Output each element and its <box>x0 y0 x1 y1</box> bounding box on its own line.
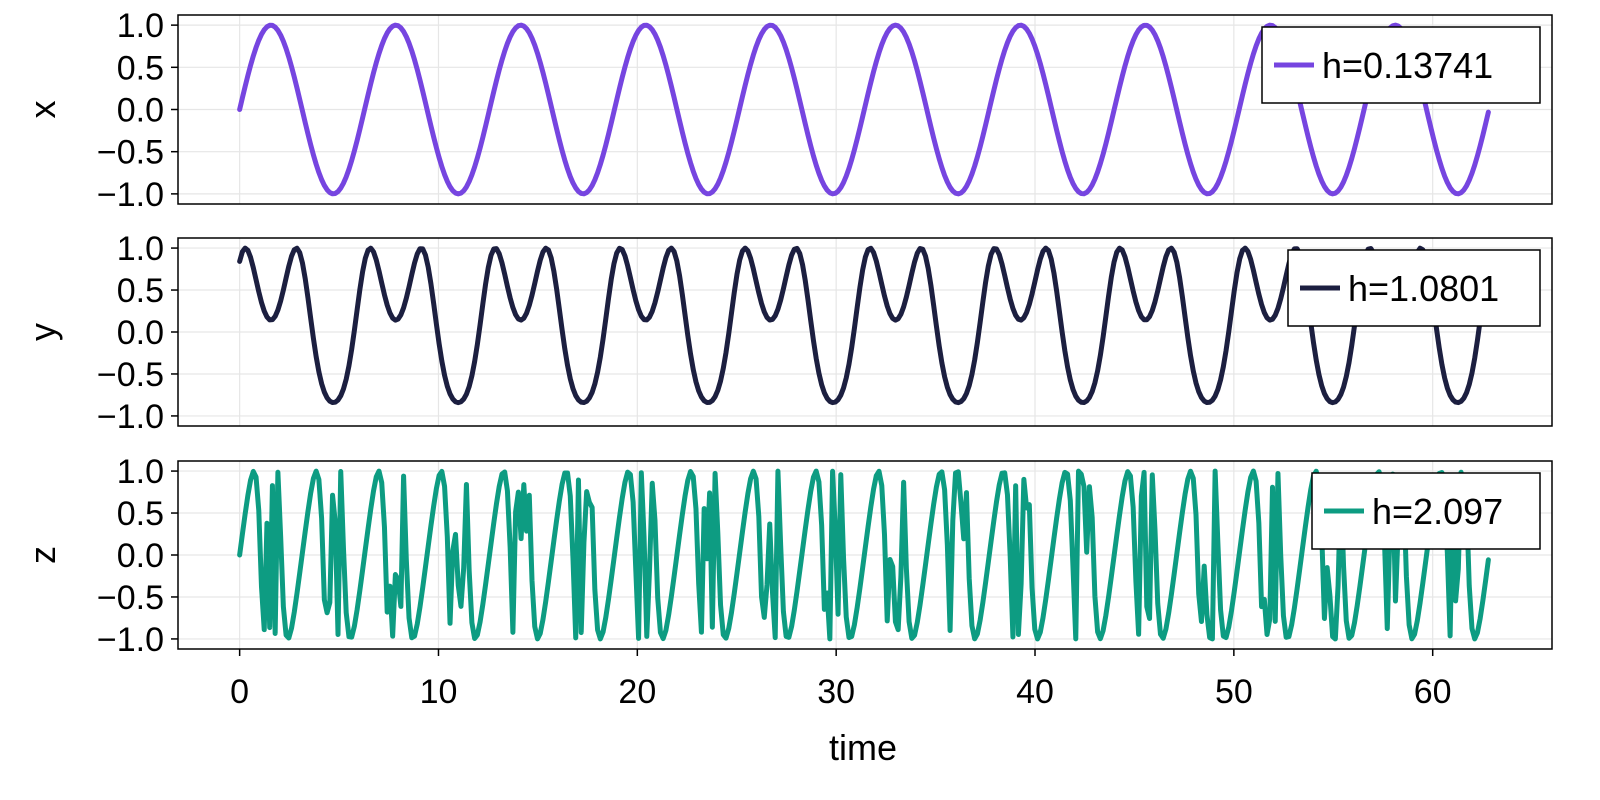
x-tick-label: 0 <box>230 673 249 711</box>
y-tick-label: 0.5 <box>117 495 164 533</box>
y-tick-label: −1.0 <box>97 398 164 436</box>
y-tick-label: −0.5 <box>97 356 164 394</box>
x-axis-label: time <box>829 727 897 768</box>
y-tick-label: −0.5 <box>97 134 164 172</box>
legend-entry: h=2.097 <box>1372 491 1503 532</box>
y-tick-label: −1.0 <box>97 621 164 659</box>
x-tick-label: 20 <box>618 673 656 711</box>
y-tick-label: 1.0 <box>117 230 164 268</box>
y-tick-label: 0.5 <box>117 49 164 87</box>
series-line-y <box>237 245 1491 406</box>
y-tick-label: −0.5 <box>97 579 164 617</box>
y-tick-label: 1.0 <box>117 7 164 45</box>
x-tick-label: 60 <box>1414 673 1452 711</box>
panel-z: 1.0 0.5 0.0 −0.5 −1.0 z h=2.097 0 10 20 30 40 50 60 <box>22 453 1553 711</box>
y-axis-label: z <box>22 546 63 564</box>
y-tick-label: 1.0 <box>117 453 164 491</box>
y-tick-label: 0.5 <box>117 272 164 310</box>
x-tick-label: 10 <box>420 673 458 711</box>
panel-x: 1.0 0.5 0.0 −0.5 −1.0 x h=0.13741 <box>22 7 1553 214</box>
x-tick-label: 40 <box>1016 673 1054 711</box>
y-axis-label: x <box>22 101 63 119</box>
legend-entry: h=0.13741 <box>1322 45 1493 86</box>
panel-y: 1.0 0.5 0.0 −0.5 −1.0 y h=1.0801 <box>22 230 1553 436</box>
y-tick-label: 0.0 <box>117 314 164 352</box>
x-tick-label: 50 <box>1215 673 1253 711</box>
legend: h=1.0801 <box>1287 249 1541 327</box>
y-tick-label: 0.0 <box>117 92 164 130</box>
y-tick-label: 0.0 <box>117 537 164 575</box>
legend-entry: h=1.0801 <box>1348 268 1499 309</box>
legend: h=0.13741 <box>1261 26 1541 104</box>
y-tick-label: −1.0 <box>97 176 164 214</box>
series-line-z <box>237 468 1491 642</box>
x-tick-label: 30 <box>817 673 855 711</box>
y-axis-label: y <box>22 323 63 341</box>
legend: h=2.097 <box>1311 472 1541 550</box>
